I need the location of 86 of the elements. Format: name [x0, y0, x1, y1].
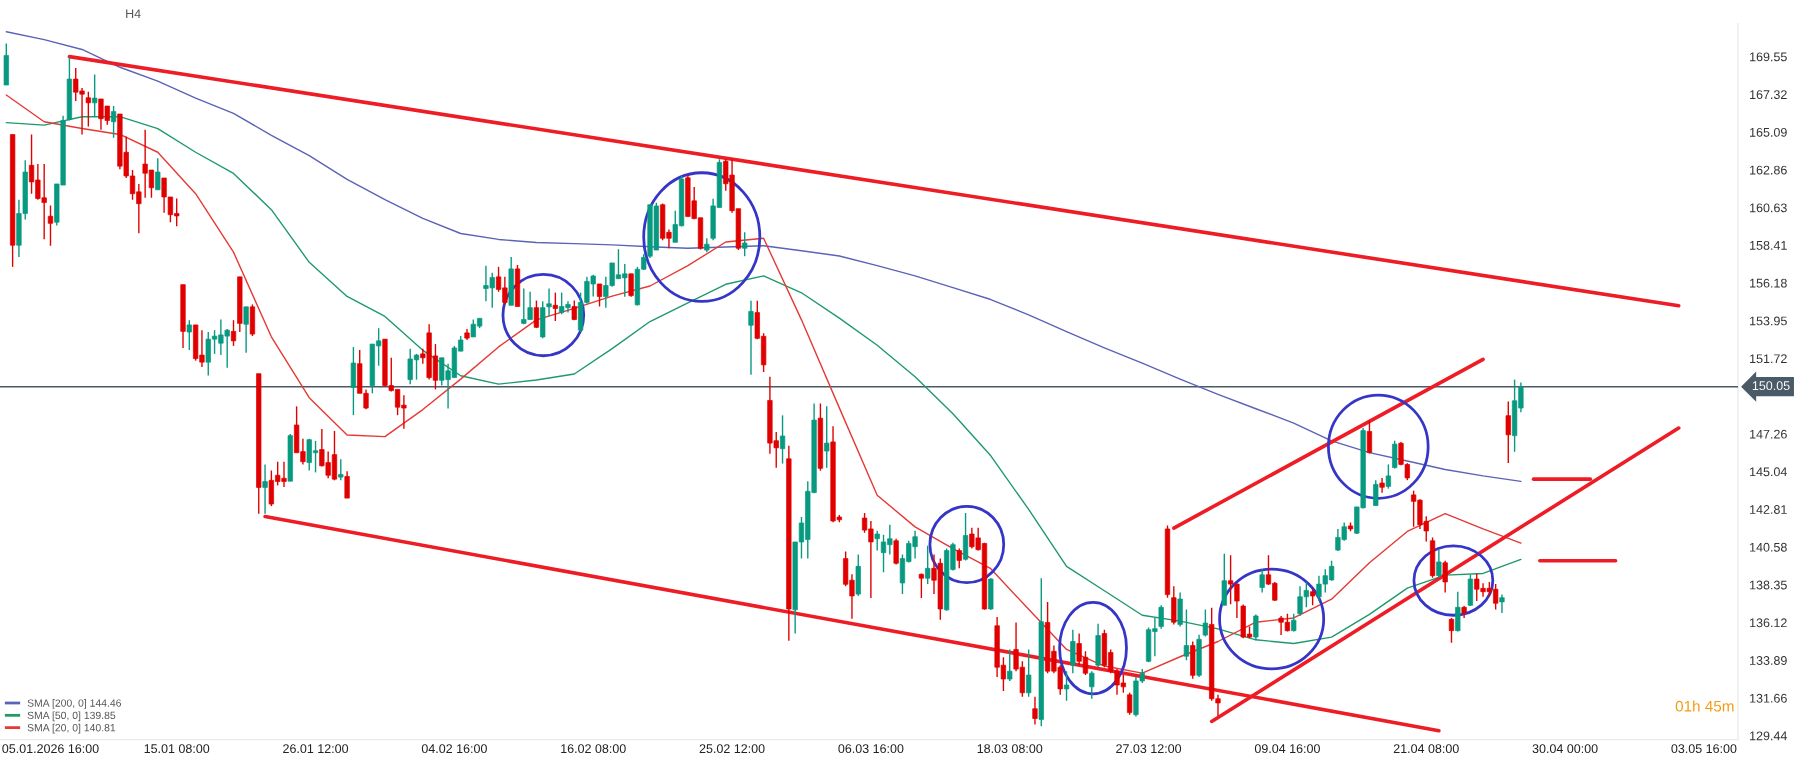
candlestick [824, 405, 830, 469]
y-tick-label: 162.86 [1750, 165, 1787, 175]
candlestick [1063, 670, 1070, 702]
y-tick-label: 147.26 [1750, 429, 1787, 439]
candlestick [918, 572, 924, 599]
candlestick [1499, 593, 1505, 614]
x-tick-label: 09.04 16:00 [1254, 744, 1320, 754]
candlestick [1373, 479, 1379, 507]
y-tick-label: 169.55 [1750, 52, 1787, 62]
y-tick-label: 151.72 [1750, 354, 1787, 364]
x-tick-label: 26.01 12:00 [283, 744, 349, 754]
x-tick-label: 21.04 08:00 [1393, 744, 1459, 754]
candlestick [893, 538, 899, 566]
y-tick-label: 165.09 [1750, 127, 1787, 137]
candlestick [1392, 440, 1398, 470]
y-tick-label: 145.04 [1750, 467, 1787, 477]
y-tick-label: 167.32 [1750, 90, 1787, 100]
candlestick [1505, 400, 1511, 464]
candlestick [110, 105, 117, 139]
candlestick [596, 283, 603, 308]
candlestick [262, 463, 268, 515]
candlestick [92, 73, 98, 118]
ref-line-label: 150.05 [1752, 381, 1790, 391]
y-tick-label: 160.63 [1750, 203, 1787, 213]
candlestick [628, 273, 634, 298]
candlestick [1089, 670, 1095, 700]
candlestick [533, 299, 540, 329]
candlestick [1026, 648, 1032, 698]
candlestick [1366, 420, 1373, 455]
candlestick [925, 545, 931, 585]
annotation: 01h 45m [1675, 700, 1734, 712]
y-tick-label: 136.12 [1750, 618, 1787, 628]
y-tick-label: 142.81 [1750, 505, 1787, 514]
candlestick [1448, 617, 1455, 644]
candlestick [47, 204, 54, 247]
x-tick-label: 30.04 00:00 [1532, 744, 1598, 754]
candlestick [1385, 463, 1391, 490]
line-series [5, 31, 1522, 483]
y-tick-label: 133.89 [1750, 656, 1787, 665]
legend-label: SMA [20, 0] 140.81 [27, 723, 116, 734]
legend-label: SMA [50, 0] 139.85 [27, 711, 116, 722]
x-tick-label: 06.03 16:00 [838, 744, 904, 754]
candlestick [956, 547, 962, 570]
candlestick [1436, 548, 1442, 579]
candlestick [1183, 608, 1190, 661]
candlestick [1253, 613, 1259, 641]
candlestick [874, 530, 880, 552]
y-tick-label: 158.41 [1750, 240, 1787, 250]
candlestick [1259, 568, 1265, 594]
candlestick [344, 470, 350, 499]
x-tick-label: 03.05 16:00 [1671, 744, 1737, 754]
y-tick-label: 131.66 [1750, 693, 1787, 703]
y-tick-label: 138.35 [1750, 580, 1787, 590]
x-tick-label: 27.03 12:00 [1116, 744, 1182, 754]
candlestick [1070, 628, 1076, 674]
candlestick [1442, 560, 1448, 594]
candlestick [1032, 696, 1038, 726]
candlestick [1158, 604, 1164, 630]
candlestick [230, 319, 237, 347]
candlestick [1127, 692, 1133, 716]
candlestick [1202, 608, 1208, 638]
y-tick-label: 153.95 [1750, 316, 1787, 326]
y-tick-label: 156.18 [1750, 278, 1787, 288]
x-tick-label: 05.01.2026 16:00 [2, 744, 99, 754]
candlestick [546, 287, 552, 317]
y-tick-label: 129.44 [1750, 731, 1787, 741]
legend-label: SMA [200, 0] 144.46 [27, 699, 122, 709]
candlestick [1455, 591, 1461, 633]
candlestick [779, 414, 786, 465]
y-tick-label: 140.58 [1750, 542, 1787, 552]
x-tick-label: 04.02 16:00 [421, 744, 487, 754]
x-tick-label: 15.01 08:00 [144, 744, 210, 754]
candlestick [186, 319, 192, 351]
candlestick [748, 300, 754, 376]
candlestick [155, 157, 161, 191]
x-tick-label: 16.02 08:00 [561, 744, 626, 754]
candlestick [962, 512, 969, 562]
x-tick-label: 18.03 08:00 [977, 744, 1043, 754]
candlestick [85, 91, 91, 128]
candlestick [243, 306, 249, 354]
candlestick [338, 458, 344, 482]
candlestick [552, 291, 558, 322]
candlestick [1007, 648, 1013, 682]
x-tick-label: 25.02 12:00 [699, 744, 765, 754]
chart-title: H4 [126, 9, 141, 19]
candlestick [742, 231, 748, 257]
